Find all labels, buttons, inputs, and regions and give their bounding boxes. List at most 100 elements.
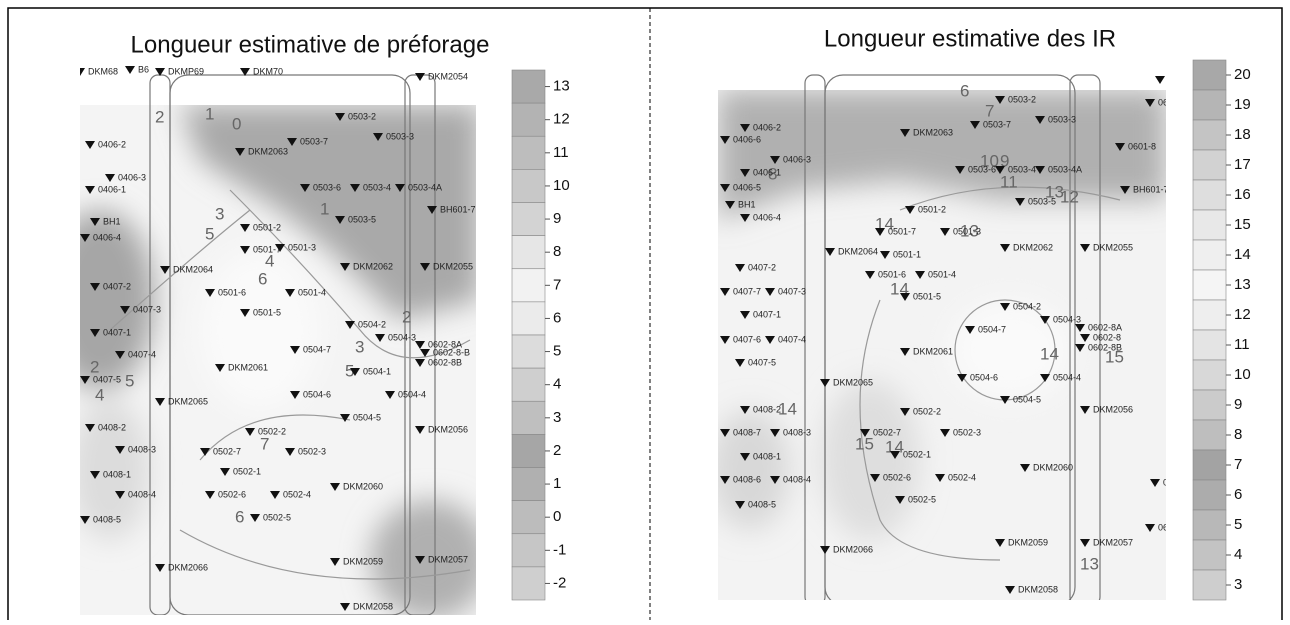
well-label: 0502-5 <box>908 494 936 504</box>
well-label: DKM2057 <box>428 554 468 564</box>
well-label: 0408-7 <box>733 427 761 437</box>
well-label: DKM2058 <box>353 601 393 611</box>
scale-swatch <box>1193 240 1226 270</box>
well-label: 0501-6 <box>218 287 246 297</box>
scale-swatch <box>512 269 545 302</box>
well-label: DKM2065 <box>833 377 873 387</box>
well-label: 0502-7 <box>873 427 901 437</box>
well-label: DKM2064 <box>838 246 878 256</box>
well-label: 0407-5 <box>93 374 121 384</box>
well-label: 0504-3 <box>388 332 416 342</box>
scale-swatch <box>1193 390 1226 420</box>
scale-label: 11 <box>1234 336 1250 353</box>
well-label: 0503-4 <box>1008 164 1036 174</box>
scale-swatch <box>1193 120 1226 150</box>
contour-label: 5 <box>125 371 134 390</box>
well-label: 0502-4 <box>283 489 311 499</box>
contour-label: 5 <box>205 224 214 243</box>
well-label: BH1 <box>738 199 756 209</box>
well-label: 0501-5 <box>253 307 281 317</box>
well-label: 0502-3 <box>953 427 981 437</box>
contour-label: 15 <box>855 434 874 453</box>
well-label: 0603-8 <box>1158 522 1186 532</box>
well-label: 0407-1 <box>103 327 131 337</box>
scale-swatch <box>512 302 545 335</box>
contour-label: 2 <box>155 107 164 126</box>
well-label: 0504-5 <box>353 412 381 422</box>
scale-label: 0 <box>553 508 561 525</box>
scale-label: 13 <box>553 78 570 95</box>
well-label: 0408-6 <box>733 474 761 484</box>
well-label: 0407-3 <box>133 304 161 314</box>
scale-swatch <box>1193 90 1226 120</box>
well-label: DKM2057 <box>1093 537 1133 547</box>
well-label: 0501-3 <box>953 226 981 236</box>
scale-label: 1 <box>553 475 561 492</box>
figure: Longueur estimative de préforage Longueu… <box>0 0 1290 620</box>
scale-swatch <box>1193 180 1226 210</box>
well-label: 0406-4 <box>753 212 781 222</box>
well-label: 0502-6 <box>883 472 911 482</box>
scale-swatch <box>512 468 545 501</box>
scale-swatch <box>512 567 545 600</box>
well-label: 0407-3 <box>778 286 806 296</box>
well-label: 0501-7 <box>888 226 916 236</box>
scale-swatch <box>512 236 545 269</box>
scale-label: -1 <box>553 541 566 558</box>
well-label: 0504-5 <box>1013 394 1041 404</box>
well-label: 0406-3 <box>118 172 146 182</box>
scale-label: 4 <box>1234 546 1242 563</box>
well-label: 0501-3 <box>288 242 316 252</box>
well-label: 0408-1 <box>753 451 781 461</box>
well-label: 0408-5 <box>748 499 776 509</box>
well-label: 0501-5 <box>913 291 941 301</box>
well-label: DKM2059 <box>1008 537 1048 547</box>
well-label: 0502-6 <box>218 489 246 499</box>
well-label: 0504-2 <box>1013 301 1041 311</box>
well-label: DKM2064 <box>173 264 213 274</box>
contour-label: 13 <box>1080 554 1099 573</box>
well-label: 0503-3 <box>386 131 414 141</box>
well-label: 0502-3 <box>298 446 326 456</box>
well-label: 0503-4A <box>408 182 442 192</box>
contour-label: 14 <box>1040 344 1059 363</box>
scale-swatch <box>512 335 545 368</box>
scale-label: 15 <box>1234 216 1251 233</box>
well-label: DKM2055 <box>433 261 473 271</box>
contour-label: 7 <box>260 434 269 453</box>
well-label: 0501-6 <box>878 269 906 279</box>
scale-label: 17 <box>1234 156 1251 173</box>
scale-swatch <box>512 368 545 401</box>
well-label: 0503-6 <box>313 182 341 192</box>
contour-label: 6 <box>960 81 969 100</box>
well-label: DKM2056 <box>428 424 468 434</box>
well-label: DKM2062 <box>1013 242 1053 252</box>
well-label: DKM70 <box>253 66 283 76</box>
scale-swatch <box>1193 480 1226 510</box>
well-label: 0502-2 <box>913 406 941 416</box>
scale-swatch <box>1193 540 1226 570</box>
panel-title: Longueur estimative des IR <box>824 25 1116 52</box>
contour-label: 12 <box>1060 187 1079 206</box>
well-label: 0406-1 <box>98 184 126 194</box>
scale-swatch <box>1193 510 1226 540</box>
scale-label: 20 <box>1234 66 1251 83</box>
scale-swatch <box>1193 300 1226 330</box>
scale-label: 7 <box>553 276 561 293</box>
scale-label: 6 <box>553 309 561 326</box>
scale-swatch <box>512 434 545 467</box>
scale-label: 14 <box>1234 246 1251 263</box>
well-label: 0601 <box>1158 97 1178 107</box>
contour-label: 0 <box>232 114 241 133</box>
well-label: 0602-8A <box>1088 322 1122 332</box>
well-label: 0407-5 <box>748 357 776 367</box>
well-label: 0502-7 <box>213 446 241 456</box>
scale-swatch <box>512 70 545 103</box>
scale-label: 9 <box>553 210 561 227</box>
scale-label: 11 <box>553 144 569 161</box>
well-label: 0504-1 <box>363 366 391 376</box>
scale-label: 3 <box>553 409 561 426</box>
well-label: DKM2054 <box>428 71 468 81</box>
well-label: 0602-8B <box>428 357 462 367</box>
well-label: 0406-4 <box>93 232 121 242</box>
